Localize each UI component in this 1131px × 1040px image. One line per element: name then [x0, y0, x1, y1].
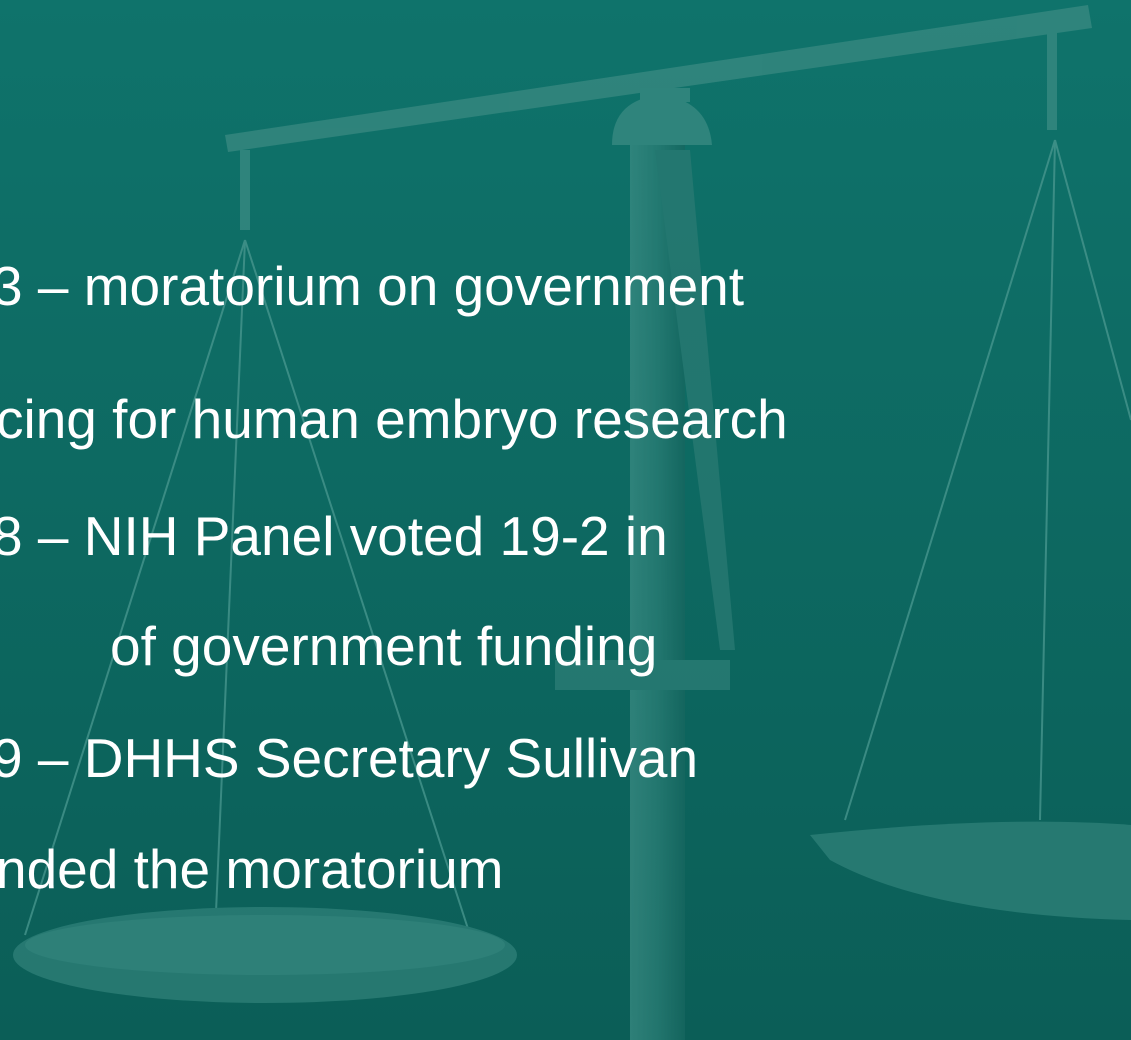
text-line: nded the moratorium [0, 838, 504, 900]
page: 3 – moratorium on government cing for hu… [0, 0, 1131, 1040]
text-line: cing for human embryo research [0, 388, 788, 450]
text-line: 9 – DHHS Secretary Sullivan [0, 727, 698, 789]
text-line: 8 – NIH Panel voted 19-2 in [0, 505, 668, 567]
slide: 3 – moratorium on government cing for hu… [0, 0, 1131, 1040]
text-line: of government funding [110, 615, 657, 677]
text-line: 3 – moratorium on government [0, 255, 744, 317]
